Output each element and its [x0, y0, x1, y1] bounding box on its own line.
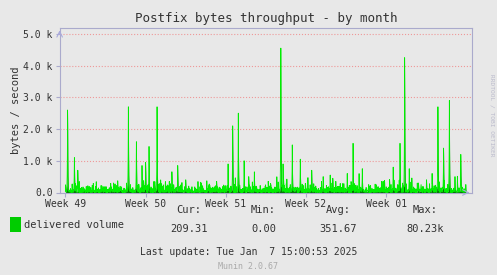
Text: 80.23k: 80.23k [406, 224, 444, 234]
Text: delivered volume: delivered volume [24, 220, 124, 230]
Text: 209.31: 209.31 [170, 224, 208, 234]
Text: Min:: Min: [251, 205, 276, 215]
Text: Last update: Tue Jan  7 15:00:53 2025: Last update: Tue Jan 7 15:00:53 2025 [140, 247, 357, 257]
Text: 0.00: 0.00 [251, 224, 276, 234]
Y-axis label: bytes / second: bytes / second [10, 66, 20, 154]
Text: Max:: Max: [413, 205, 437, 215]
Text: Munin 2.0.67: Munin 2.0.67 [219, 262, 278, 271]
Title: Postfix bytes throughput - by month: Postfix bytes throughput - by month [135, 12, 397, 25]
Text: 351.67: 351.67 [319, 224, 357, 234]
Text: RRDTOOL / TOBI OETIKER: RRDTOOL / TOBI OETIKER [490, 74, 495, 157]
Text: Avg:: Avg: [326, 205, 350, 215]
Text: Cur:: Cur: [176, 205, 201, 215]
